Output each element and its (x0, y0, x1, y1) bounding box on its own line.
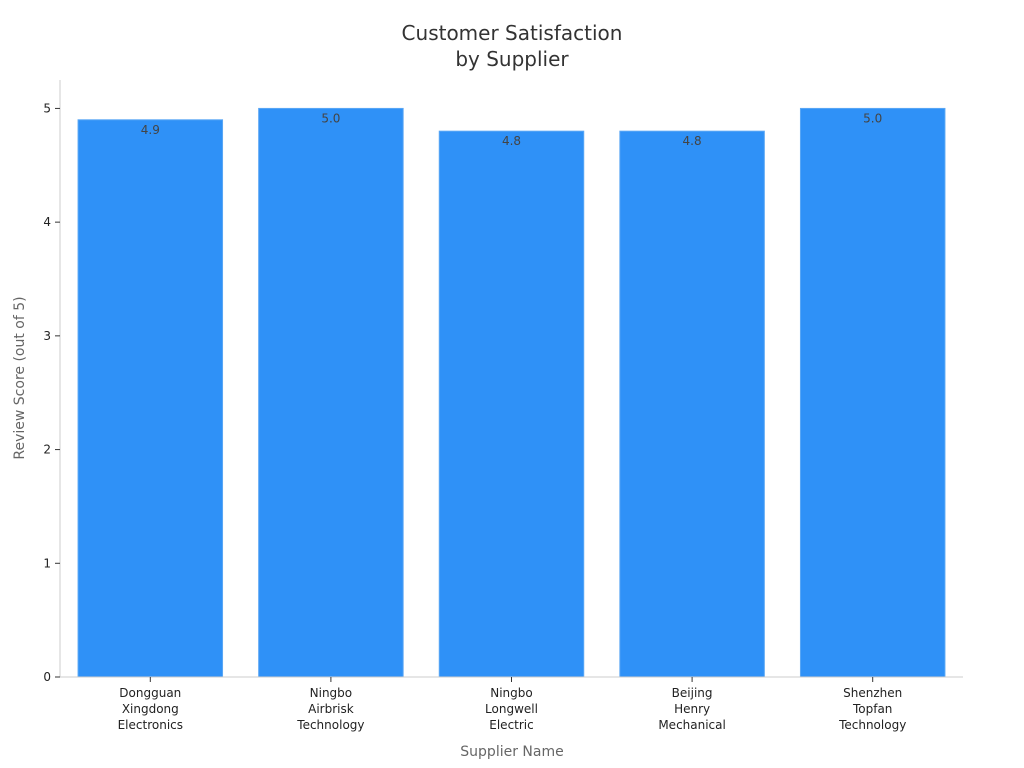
x-tick-label: Technology (838, 718, 906, 732)
bar-value-label: 4.9 (141, 123, 160, 137)
y-axis: 0 1 2 3 4 5 (43, 80, 61, 684)
y-tick-label: 0 (43, 670, 51, 684)
x-tick-label: Longwell (485, 702, 538, 716)
bar-value-label: 4.8 (683, 134, 702, 148)
bars-group: 4.9 5.0 4.8 4.8 5.0 (77, 107, 946, 678)
bar-value-label: 4.8 (502, 134, 521, 148)
bar (258, 107, 404, 678)
x-tick-label: Xingdong (122, 702, 179, 716)
x-axis-title: Supplier Name (460, 744, 563, 760)
x-tick-label: Airbrisk (308, 702, 354, 716)
x-tick-label: Dongguan (119, 686, 181, 700)
y-tick-label: 4 (43, 215, 51, 229)
x-tick-label: Electronics (118, 718, 183, 732)
bar (619, 130, 765, 678)
bar-value-label: 5.0 (863, 111, 882, 125)
x-tick-label: Beijing (672, 686, 713, 700)
bar (799, 107, 946, 678)
bar (438, 130, 585, 678)
bar-value-label: 5.0 (321, 111, 340, 125)
x-tick-label: Ningbo (310, 686, 353, 700)
bar (77, 119, 224, 678)
y-tick-label: 2 (43, 443, 51, 457)
x-tick-label: Shenzhen (843, 686, 902, 700)
y-tick-label: 5 (43, 101, 51, 115)
x-tick-label: Technology (296, 718, 364, 732)
x-tick-label: Mechanical (658, 718, 726, 732)
y-axis-title: Review Score (out of 5) (12, 296, 28, 459)
x-tick-label: Ningbo (490, 686, 533, 700)
y-tick-label: 3 (43, 329, 51, 343)
chart-title-line-1: Customer Satisfaction (402, 21, 623, 45)
y-tick-label: 1 (43, 556, 51, 570)
x-axis: Dongguan Xingdong Electronics Ningbo Airbris… (60, 676, 963, 732)
chart-title-line-2: by Supplier (455, 47, 569, 71)
x-tick-label: Electric (489, 718, 533, 732)
x-tick-label: Henry (674, 702, 710, 716)
x-tick-label: Topfan (852, 702, 892, 716)
